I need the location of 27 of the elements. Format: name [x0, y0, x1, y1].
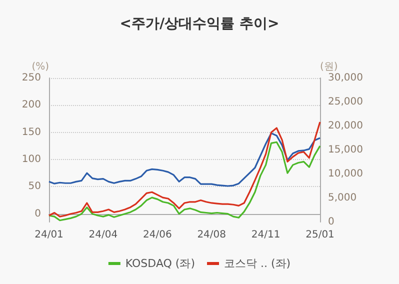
- y-tick-label: 100: [22, 154, 41, 166]
- x-tick-label: 25/01: [306, 230, 334, 240]
- y-tick-label: 150: [22, 126, 41, 138]
- y2-tick-label: 25,000: [328, 96, 363, 108]
- y2-tick-label: 20,000: [328, 120, 363, 132]
- line-series: [48, 141, 321, 222]
- y2-tick-label: 10,000: [328, 168, 363, 180]
- y-tick-label: 50: [28, 181, 41, 192]
- legend-label: 코스닥 .. (좌): [224, 257, 291, 270]
- x-tick-label: 24/01: [34, 230, 64, 240]
- y2-tick-label: 0: [328, 216, 334, 228]
- x-tick-label: 24/08: [197, 230, 226, 240]
- x-tick-label: 24/04: [88, 230, 118, 240]
- x-tick-label: 24/11: [251, 230, 280, 240]
- line-series: [48, 132, 321, 187]
- x-tick-label: 24/06: [142, 230, 172, 240]
- y-tick-label: 250: [22, 72, 41, 84]
- y2-tick-label: 30,000: [328, 72, 363, 84]
- y-tick-label: 200: [22, 100, 41, 111]
- y-tick-label: 0: [34, 208, 41, 220]
- y-axis-title: (%): [32, 62, 50, 72]
- y2-tick-label: 15,000: [328, 144, 363, 156]
- legend-label: KOSDAQ (좌): [125, 257, 196, 270]
- line-series: [48, 121, 321, 218]
- y2-axis-title: (원): [320, 62, 338, 72]
- chart-title: <주가/상대수익률 추이>: [120, 16, 280, 32]
- y2-tick-label: 5,000: [328, 192, 357, 204]
